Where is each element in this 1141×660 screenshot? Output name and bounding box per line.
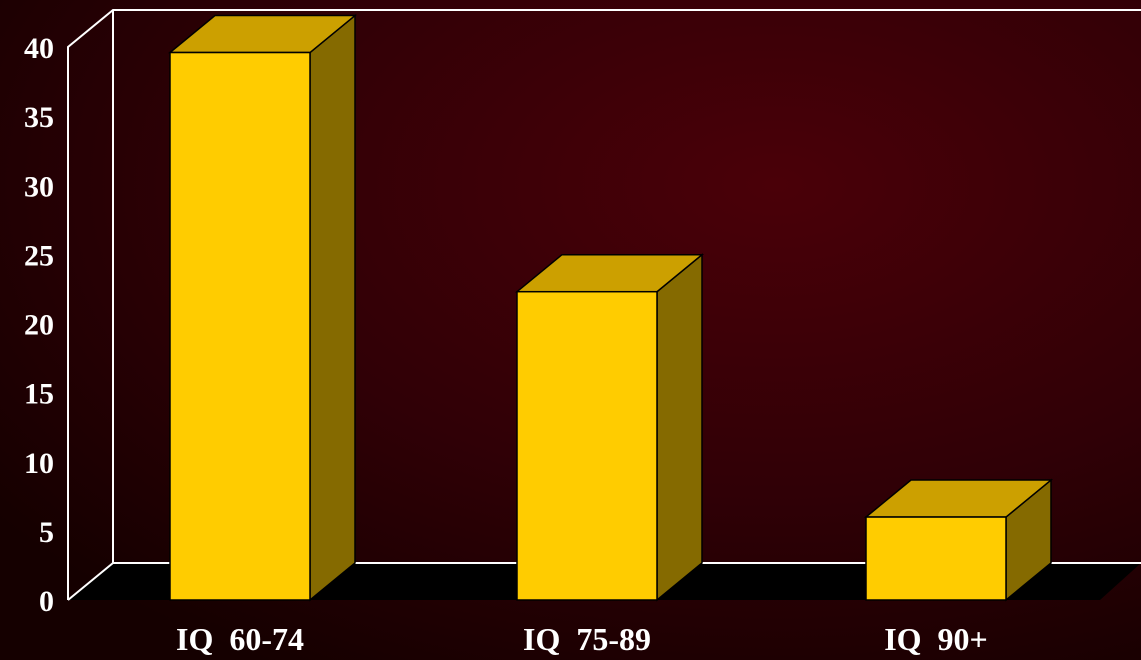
bar-group: [167, 13, 1054, 602]
bar: [863, 478, 1054, 602]
y-tick-label: 5: [39, 516, 54, 549]
x-tick-label: IQ 75-89: [523, 621, 651, 657]
y-tick-label: 30: [24, 170, 54, 203]
x-axis-labels: IQ 60-74 IQ 75-89 IQ 90+: [176, 621, 988, 657]
bar: [514, 253, 705, 602]
y-tick-label: 40: [24, 32, 54, 65]
y-axis-line: [67, 9, 1141, 600]
bar-front-face: [865, 516, 1007, 601]
x-tick-label: IQ 90+: [884, 621, 988, 657]
bar-side-face: [656, 253, 703, 602]
y-tick-label: 35: [24, 101, 54, 134]
bar-front-face: [516, 290, 658, 601]
bar-side-face: [309, 13, 356, 602]
y-axis-ticks: 0 5 10 15 20 25 30 35 40: [24, 32, 54, 618]
y-tick-label: 15: [24, 378, 54, 411]
bar-front-face: [169, 51, 311, 601]
y-tick-label: 0: [39, 585, 54, 618]
y-tick-label: 25: [24, 239, 54, 272]
x-tick-label: IQ 60-74: [176, 621, 304, 657]
y-tick-label: 10: [24, 447, 54, 480]
bar: [167, 13, 358, 602]
y-tick-label: 20: [24, 309, 54, 342]
